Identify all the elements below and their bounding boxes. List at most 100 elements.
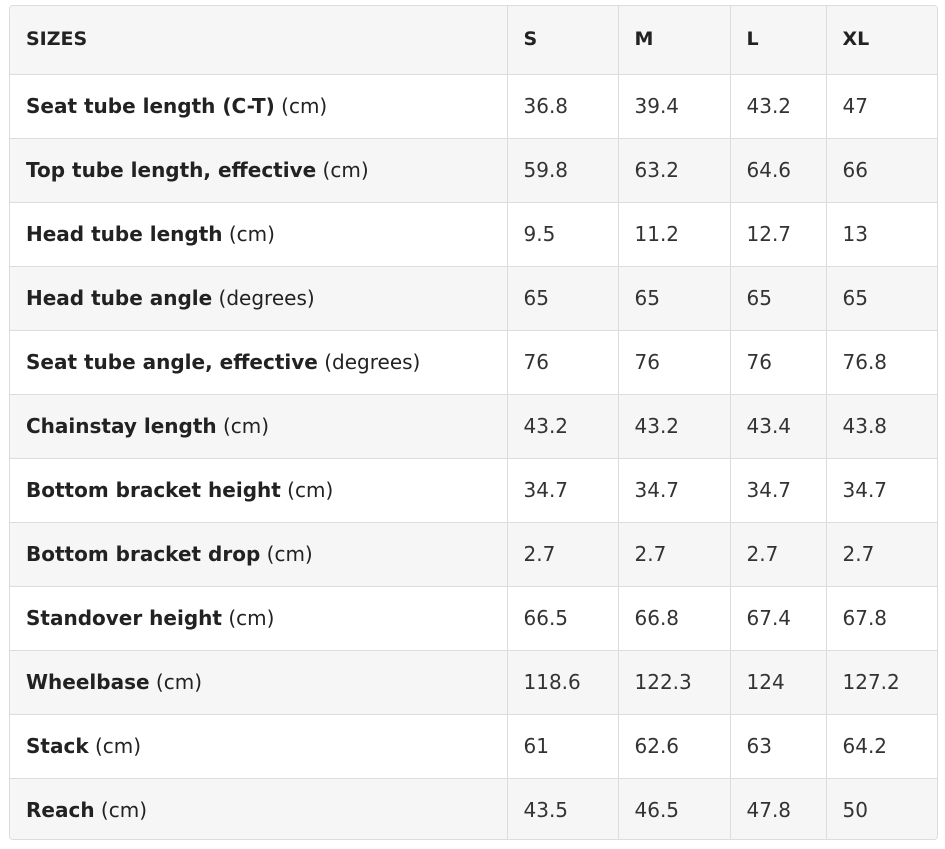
value-cell-xl: 66: [826, 138, 937, 203]
value-cell-s: 61: [507, 714, 619, 779]
value-cell-s: 36.8: [507, 74, 619, 139]
value-cell-s: 65: [507, 266, 619, 331]
table-row: Top tube length, effective (cm) 59.8 63.2 6…: [10, 138, 937, 203]
metric-name: Bottom bracket drop: [26, 542, 261, 566]
table-row: Standover height (cm) 66.5 66.8 67.4 67.8: [10, 586, 937, 651]
metric-unit: (cm): [216, 414, 270, 438]
value-cell-xl: 67.8: [826, 586, 937, 651]
table-row: Seat tube length (C-T) (cm) 36.8 39.4 43.2 4…: [10, 74, 937, 139]
value-cell-xl: 47: [826, 74, 937, 139]
value-cell-s: 9.5: [507, 202, 619, 267]
value-cell-xl: 34.7: [826, 458, 937, 523]
metric-label-cell: Standover height (cm): [10, 586, 508, 651]
metric-name: Chainstay length: [26, 414, 217, 438]
header-size-s: S: [507, 6, 619, 75]
value-cell-m: 34.7: [618, 458, 731, 523]
header-sizes: SIZES: [10, 6, 508, 75]
value-cell-s: 2.7: [507, 522, 619, 587]
value-cell-xl: 2.7: [826, 522, 937, 587]
header-row: SIZES S M L XL: [10, 6, 937, 75]
table-row: Seat tube angle, effective (degrees) 76 76…: [10, 330, 937, 395]
table-row: Chainstay length (cm) 43.2 43.2 43.4 43.8: [10, 394, 937, 459]
metric-unit: (cm): [260, 542, 313, 566]
table-header: SIZES S M L XL: [10, 6, 937, 75]
metric-unit: (cm): [94, 798, 148, 823]
value-cell-s: 43.2: [507, 394, 619, 459]
value-cell-m: 46.5: [618, 778, 731, 839]
metric-unit: (degrees): [317, 350, 421, 374]
metric-label-cell: Seat tube length (C-T) (cm): [10, 74, 508, 139]
metric-label-cell: Head tube length (cm): [10, 202, 508, 267]
table-row: Stack (cm) 61 62.6 63 64.2: [10, 714, 937, 779]
value-cell-l: 76: [730, 330, 827, 395]
table-row: Bottom bracket drop (cm) 2.7 2.7 2.7 2.7: [10, 522, 937, 587]
metric-unit: (cm): [221, 606, 275, 630]
value-cell-xl: 43.8: [826, 394, 937, 459]
metric-name: Reach: [26, 798, 95, 823]
metric-label-cell: Head tube angle (degrees): [10, 266, 508, 331]
value-cell-s: 34.7: [507, 458, 619, 523]
metric-label-cell: Bottom bracket height (cm): [10, 458, 508, 523]
metric-label-cell: Reach (cm): [10, 778, 508, 839]
value-cell-l: 43.2: [730, 74, 827, 139]
header-size-xl: XL: [826, 6, 937, 75]
metric-name: Stack: [26, 734, 89, 758]
geometry-table: SIZES S M L XL Seat tube length (C-T) (c…: [10, 6, 937, 839]
table-row: Head tube angle (degrees) 65 65 65 65: [10, 266, 937, 331]
metric-unit: (cm): [149, 670, 203, 694]
value-cell-s: 118.6: [507, 650, 619, 715]
metric-name: Bottom bracket height: [26, 478, 281, 502]
metric-unit: (degrees): [212, 286, 315, 310]
value-cell-l: 64.6: [730, 138, 827, 203]
table-body: Seat tube length (C-T) (cm) 36.8 39.4 43.2 4…: [10, 74, 937, 839]
value-cell-xl: 50: [842, 798, 868, 823]
metric-label-cell: Chainstay length (cm): [10, 394, 508, 459]
value-cell-l: 34.7: [730, 458, 827, 523]
value-cell-m: 2.7: [618, 522, 731, 587]
value-cell-m: 62.6: [618, 714, 731, 779]
value-cell-l: 124: [730, 650, 827, 715]
value-cell-xl: 65: [826, 266, 937, 331]
value-cell-l: 2.7: [730, 522, 827, 587]
value-cell-m: 66.8: [618, 586, 731, 651]
table-row: Reach (cm) 43.5 46.5 47.8 50: [10, 778, 937, 839]
value-cell-m: 63.2: [618, 138, 731, 203]
metric-unit: (cm): [280, 478, 334, 502]
metric-name: Standover height: [26, 606, 222, 630]
metric-label-cell: Stack (cm): [10, 714, 508, 779]
metric-label-cell: Seat tube angle, effective (degrees): [10, 330, 508, 395]
table-row: Wheelbase (cm) 118.6 122.3 124 127.2: [10, 650, 937, 715]
metric-unit: (cm): [88, 734, 142, 758]
value-cell-xl: 127.2: [826, 650, 937, 715]
metric-name: Top tube length, effective: [26, 158, 317, 182]
value-cell-s: 59.8: [507, 138, 619, 203]
value-cell-s: 76: [507, 330, 619, 395]
value-cell-l: 63: [730, 714, 827, 779]
metric-label-cell: Wheelbase (cm): [10, 650, 508, 715]
value-cell-m: 76: [618, 330, 731, 395]
header-size-l: L: [730, 6, 827, 75]
value-cell-l: 67.4: [730, 586, 827, 651]
table-row: Bottom bracket height (cm) 34.7 34.7 34.7 34…: [10, 458, 937, 523]
value-cell-m: 43.2: [618, 394, 731, 459]
value-cell-l: 65: [730, 266, 827, 331]
table-row: Head tube length (cm) 9.5 11.2 12.7 13: [10, 202, 937, 267]
metric-name: Head tube angle: [26, 286, 213, 310]
geometry-table-container: SIZES S M L XL Seat tube length (C-T) (c…: [9, 5, 938, 840]
metric-name: Wheelbase: [26, 670, 150, 694]
value-cell-m: 122.3: [618, 650, 731, 715]
header-size-m: M: [618, 6, 731, 75]
metric-label-cell: Top tube length, effective (cm): [10, 138, 508, 203]
metric-unit: (cm): [316, 158, 369, 182]
value-cell-xl: 64.2: [826, 714, 937, 779]
value-cell-s: 66.5: [507, 586, 619, 651]
value-cell-l: 43.4: [730, 394, 827, 459]
value-cell-xl: 13: [826, 202, 937, 267]
value-cell-m: 39.4: [618, 74, 731, 139]
value-cell-m: 65: [618, 266, 731, 331]
metric-unit: (cm): [222, 222, 275, 246]
value-cell-l: 12.7: [730, 202, 827, 267]
metric-name: Head tube length: [26, 222, 223, 246]
metric-name: Seat tube length (C-T): [26, 94, 275, 118]
value-cell-l: 47.8: [730, 778, 827, 839]
